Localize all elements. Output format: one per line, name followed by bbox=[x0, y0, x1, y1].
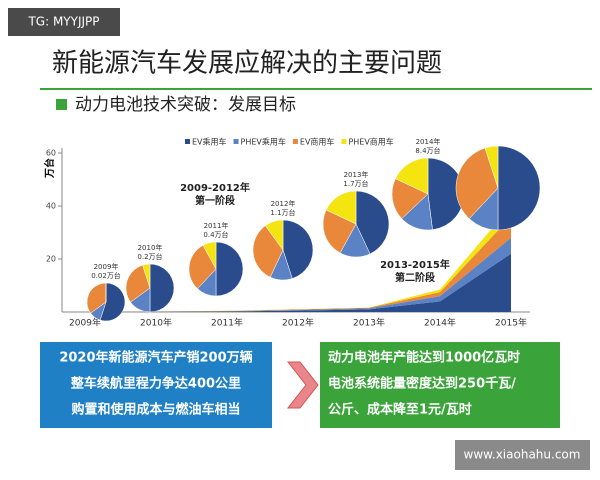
arrow bbox=[286, 361, 319, 409]
x-tick-label: 2010年 bbox=[140, 317, 172, 329]
phase-label: 2013-2015年 bbox=[380, 258, 450, 271]
subtitle: 动力电池技术突破：发展目标 bbox=[75, 95, 296, 115]
watermark: www.xiaohahu.com bbox=[464, 448, 581, 462]
pie-label: 2010年 bbox=[138, 243, 163, 252]
pie-slice bbox=[484, 145, 499, 189]
pie-slice bbox=[355, 190, 390, 255]
pie-slice bbox=[125, 264, 151, 303]
right-box bbox=[320, 342, 560, 428]
legend-swatch bbox=[341, 139, 347, 144]
pie-label: 2014年 bbox=[416, 137, 441, 146]
pie-label: 1.1万台 bbox=[270, 208, 295, 217]
left-box-line: 整车续航里程力争达400公里 bbox=[70, 376, 241, 392]
x-tick-label: 2009年 bbox=[69, 317, 101, 329]
pie-slice bbox=[142, 263, 151, 289]
right-box-line: 动力电池年产能达到1000亿瓦时 bbox=[328, 350, 520, 366]
legend-swatch bbox=[292, 139, 298, 144]
pie-slice bbox=[86, 282, 107, 314]
legend-label: PHEV乘用车 bbox=[241, 137, 286, 147]
right-box-line: 电池系统能量密度达到250千瓦/ bbox=[328, 376, 516, 392]
y-tick-label: 60 bbox=[46, 149, 56, 158]
x-tick-label: 2012年 bbox=[282, 317, 314, 329]
badge: TG: MYYJJPP bbox=[27, 15, 99, 29]
legend-label: EV乘用车 bbox=[192, 137, 227, 147]
pie-slice bbox=[252, 225, 284, 278]
y-axis-label: 万台 bbox=[43, 158, 56, 179]
pie-slice bbox=[497, 145, 541, 231]
left-box-line: 购置和使用成本与燃油车相当 bbox=[71, 402, 240, 418]
phase-label: 第二阶段 bbox=[395, 271, 435, 284]
left-box bbox=[40, 342, 272, 428]
pie-label: 2011年 bbox=[204, 221, 229, 230]
pie-slice bbox=[282, 219, 314, 279]
legend-swatch bbox=[233, 139, 239, 144]
bullet bbox=[56, 99, 67, 110]
pie-slice bbox=[188, 245, 217, 290]
pie-label: 2009年 bbox=[94, 262, 119, 271]
x-tick-label: 2014年 bbox=[424, 317, 456, 329]
pie-slice bbox=[325, 190, 357, 225]
pie-slice bbox=[395, 157, 429, 195]
legend-label: PHEV商用车 bbox=[348, 137, 393, 147]
pie-slice bbox=[215, 241, 244, 297]
pie-slice bbox=[322, 209, 357, 254]
pie-label: 0.2万台 bbox=[137, 252, 162, 261]
badge-bg bbox=[8, 8, 120, 36]
left-box-line: 2020年新能源汽车产销200万辆 bbox=[59, 350, 252, 366]
chart: 万台 20 40 60 2009年 2010年 2011年 2012年 2013年 2014年 20… bbox=[43, 137, 541, 329]
y-tick-label: 20 bbox=[46, 255, 56, 264]
pie-slice bbox=[455, 147, 499, 219]
phase-label: 第一阶段 bbox=[195, 194, 235, 207]
pie-label: 1.7万台 bbox=[343, 179, 368, 188]
pie-slice bbox=[202, 241, 217, 270]
pie-label: 8.4万台 bbox=[415, 146, 440, 155]
legend-swatch bbox=[185, 139, 190, 144]
pie-label: 0.4万台 bbox=[203, 230, 228, 239]
pie-label: 2013年 bbox=[344, 170, 369, 179]
pie-label: 2012年 bbox=[271, 199, 296, 208]
area bbox=[85, 253, 511, 312]
pie-slice bbox=[99, 282, 126, 322]
x-tick-label: 2011年 bbox=[211, 317, 243, 329]
pie-slice bbox=[149, 263, 175, 313]
legend-label: EV商用车 bbox=[300, 137, 335, 147]
phase-label: 2009-2012年 bbox=[180, 181, 250, 194]
pie-slice bbox=[265, 219, 284, 251]
x-tick-label: 2015年 bbox=[495, 317, 527, 329]
x-tick-label: 2013年 bbox=[353, 317, 385, 329]
pie-slice bbox=[391, 178, 429, 219]
watermark-bg bbox=[455, 440, 590, 470]
title: 新能源汽车发展应解决的主要问题 bbox=[52, 49, 442, 79]
y-tick-label: 40 bbox=[46, 202, 56, 211]
pie-label: 0.02万台 bbox=[91, 271, 121, 280]
right-box-line: 公斤、成本降至1元/瓦时 bbox=[328, 402, 472, 418]
